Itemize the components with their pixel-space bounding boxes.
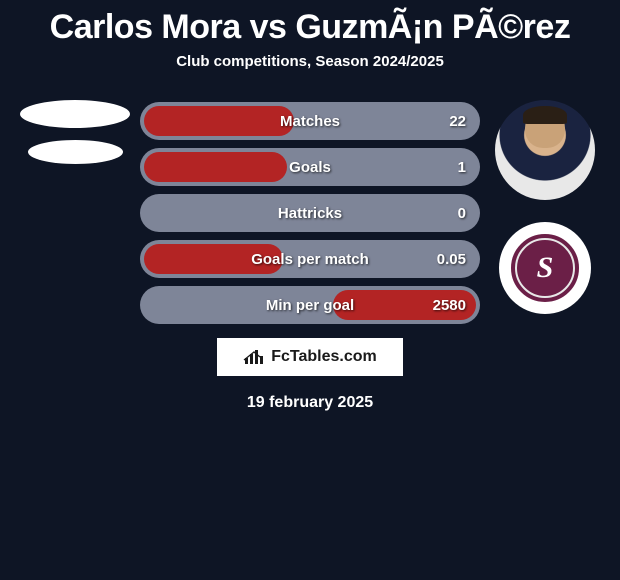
stat-bar: Goals per match 0.05	[140, 240, 480, 278]
stat-bar: Matches 22	[140, 102, 480, 140]
stat-bars: Matches 22 Goals 1 Hattricks 0 Goals per match…	[140, 100, 480, 324]
club-left-placeholder-icon	[28, 140, 123, 164]
stat-label: Goals per match	[251, 251, 369, 268]
club-right-letter: S	[537, 251, 554, 285]
chart-bar-icon	[243, 348, 265, 366]
stat-label: Min per goal	[266, 297, 354, 314]
stat-bar: Goals 1	[140, 148, 480, 186]
stat-label: Matches	[280, 113, 340, 130]
date-label: 19 february 2025	[247, 394, 373, 412]
player-right-avatar-icon	[495, 100, 595, 200]
stat-label: Hattricks	[278, 205, 342, 222]
stat-bar: Hattricks 0	[140, 194, 480, 232]
left-player-column	[10, 100, 140, 164]
player-left-placeholder-icon	[20, 100, 130, 128]
stat-bar-fill-left	[144, 152, 287, 182]
watermark: FcTables.com	[217, 338, 403, 376]
stat-value-right: 22	[449, 113, 466, 130]
subtitle: Club competitions, Season 2024/2025	[176, 53, 444, 70]
stat-value-right: 0	[458, 205, 466, 222]
stat-value-right: 2580	[433, 297, 466, 314]
watermark-text: FcTables.com	[271, 348, 377, 366]
stat-value-right: 1	[458, 159, 466, 176]
infographic-root: Carlos Mora vs GuzmÃ¡n PÃ©rez Club compe…	[0, 0, 620, 412]
right-player-column: S	[480, 100, 610, 314]
stat-bar: Min per goal 2580	[140, 286, 480, 324]
stat-bar-fill-left	[144, 106, 294, 136]
club-right-logo-inner: S	[511, 234, 579, 302]
comparison-area: Matches 22 Goals 1 Hattricks 0 Goals per match…	[0, 100, 620, 324]
stat-value-right: 0.05	[437, 251, 466, 268]
page-title: Carlos Mora vs GuzmÃ¡n PÃ©rez	[50, 8, 571, 47]
club-right-logo-icon: S	[499, 222, 591, 314]
stat-label: Goals	[289, 159, 331, 176]
